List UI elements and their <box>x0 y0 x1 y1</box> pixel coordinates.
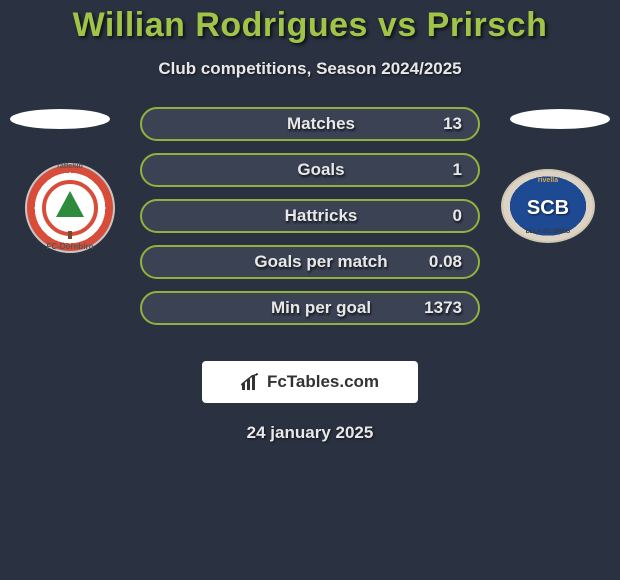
stat-label: Min per goal <box>160 298 422 318</box>
stat-label: Goals per match <box>160 252 422 272</box>
stat-row: Goals 1 <box>140 153 480 187</box>
crest-left-bottom-text: FC-Dornbirn <box>27 242 113 251</box>
player-right-ellipse <box>510 109 610 129</box>
stat-value: 13 <box>422 114 462 134</box>
subtitle: Club competitions, Season 2024/2025 <box>0 59 620 79</box>
brand-label: FcTables.com <box>267 372 379 392</box>
player-left-ellipse <box>10 109 110 129</box>
stat-value: 0 <box>422 206 462 226</box>
stat-row: Hattricks 0 <box>140 199 480 233</box>
stat-row: Goals per match 0.08 <box>140 245 480 279</box>
stat-value: 1373 <box>422 298 462 318</box>
crest-left-inner <box>42 180 98 236</box>
crest-right-bottom-text: ELLA SC BREG <box>526 229 570 235</box>
stat-value: 0.08 <box>422 252 462 272</box>
stat-label: Goals <box>160 160 422 180</box>
club-crest-left: rattclub FC-Dornbirn <box>25 163 115 253</box>
club-crest-right: rivella SCB ELLA SC BREG <box>501 169 595 243</box>
bar-chart-icon <box>241 373 261 391</box>
date-label: 24 january 2025 <box>0 423 620 443</box>
crest-left-top-text: rattclub <box>27 163 113 170</box>
tree-icon <box>56 191 84 217</box>
stat-row: Min per goal 1373 <box>140 291 480 325</box>
page-title: Willian Rodrigues vs Prirsch <box>0 0 620 45</box>
brand-badge[interactable]: FcTables.com <box>202 361 418 403</box>
crest-right-main-text: SCB <box>527 197 569 220</box>
stat-value: 1 <box>422 160 462 180</box>
crest-right-top-text: rivella <box>538 177 558 184</box>
stat-label: Hattricks <box>160 206 422 226</box>
stat-label: Matches <box>160 114 422 134</box>
stat-row: Matches 13 <box>140 107 480 141</box>
stats-list: Matches 13 Goals 1 Hattricks 0 Goals per… <box>140 107 480 337</box>
tree-trunk-icon <box>68 231 72 239</box>
